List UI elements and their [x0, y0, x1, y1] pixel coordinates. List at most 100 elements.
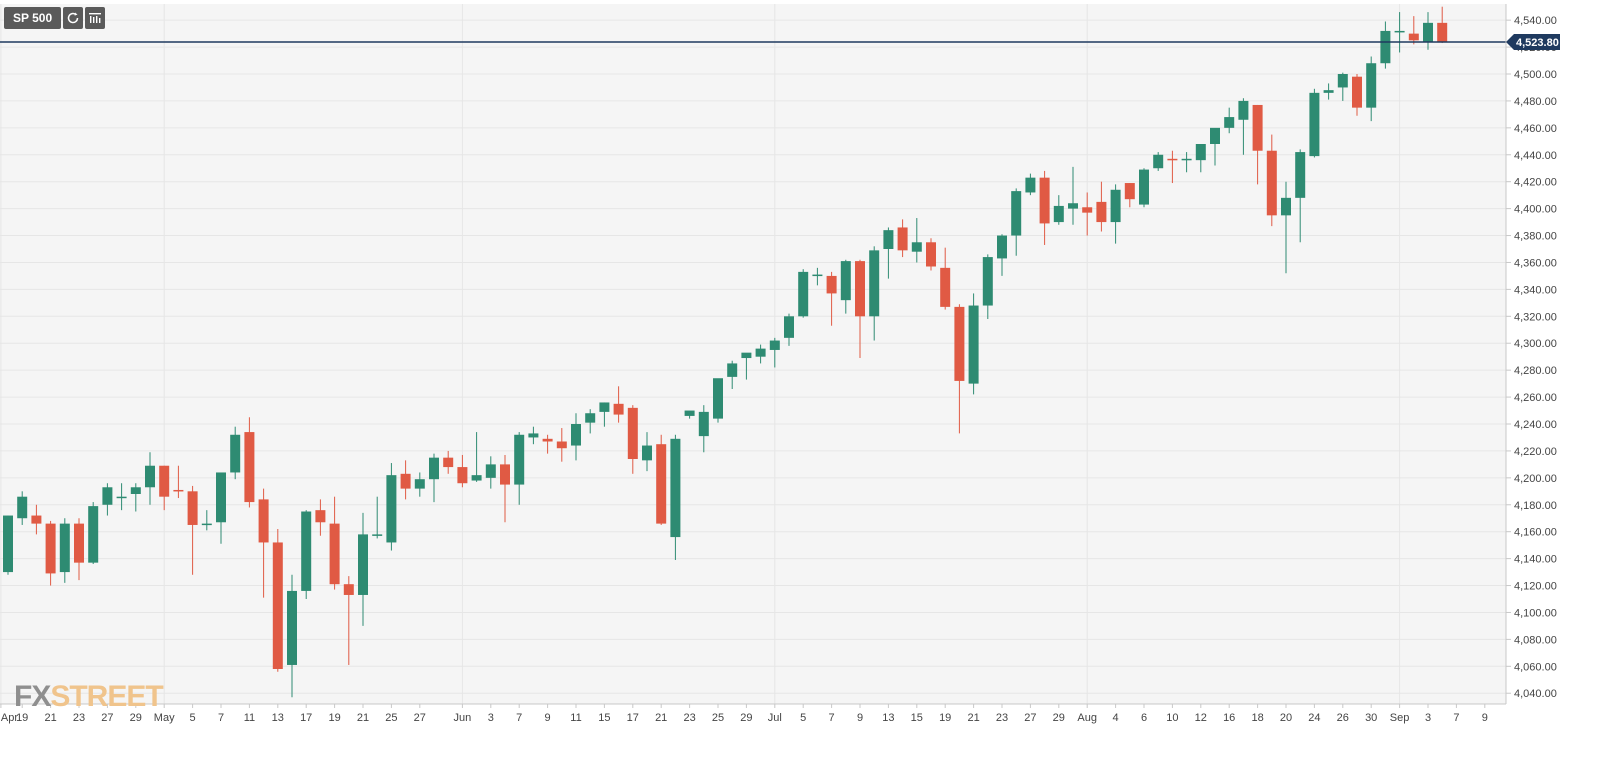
candle[interactable] — [1281, 181, 1291, 274]
refresh-button[interactable] — [63, 7, 84, 29]
candle[interactable] — [329, 496, 340, 590]
candle[interactable] — [1380, 21, 1391, 69]
candle[interactable] — [74, 518, 84, 581]
symbol-label[interactable]: SP 500 — [4, 7, 62, 29]
candle[interactable] — [272, 529, 283, 672]
candle[interactable] — [1252, 104, 1263, 185]
candle[interactable] — [1181, 152, 1192, 173]
candle[interactable] — [926, 238, 936, 271]
candle[interactable] — [1096, 181, 1107, 232]
chart-settings-button[interactable] — [85, 7, 106, 29]
candle[interactable] — [642, 432, 652, 472]
candle[interactable] — [1408, 16, 1419, 45]
candle[interactable] — [315, 499, 326, 536]
candle[interactable] — [17, 491, 28, 525]
candle[interactable] — [414, 472, 425, 497]
candle[interactable] — [883, 227, 894, 279]
plot-area[interactable] — [0, 4, 1506, 704]
candle[interactable] — [230, 426, 241, 480]
candle[interactable] — [102, 483, 113, 516]
candle[interactable] — [1323, 83, 1334, 100]
candle[interactable] — [1167, 150, 1178, 184]
candle[interactable] — [997, 234, 1007, 276]
candle[interactable] — [1423, 12, 1433, 50]
candle[interactable] — [613, 386, 624, 423]
candle[interactable] — [1025, 173, 1036, 196]
candle[interactable] — [500, 454, 510, 523]
candle[interactable] — [698, 405, 709, 453]
candle[interactable] — [585, 409, 596, 434]
candle[interactable] — [627, 405, 638, 474]
candle[interactable] — [826, 271, 837, 326]
candle[interactable] — [457, 454, 468, 488]
candle[interactable] — [599, 402, 610, 427]
candle[interactable] — [840, 259, 851, 314]
candle[interactable] — [528, 426, 539, 445]
candle[interactable] — [1366, 56, 1377, 122]
candle[interactable] — [244, 417, 255, 508]
candle[interactable] — [769, 337, 780, 368]
candle[interactable] — [968, 293, 979, 395]
candle[interactable] — [1295, 149, 1306, 243]
candle[interactable] — [287, 574, 297, 698]
candle[interactable] — [201, 510, 212, 531]
candle[interactable] — [343, 576, 354, 665]
candle[interactable] — [514, 432, 525, 505]
candle[interactable] — [670, 434, 681, 560]
candle[interactable] — [1437, 6, 1448, 44]
candle[interactable] — [1082, 192, 1093, 236]
candle[interactable] — [897, 219, 908, 258]
candle[interactable] — [1266, 134, 1277, 227]
candle[interactable] — [542, 434, 553, 454]
candle[interactable] — [1039, 170, 1050, 245]
candle[interactable] — [755, 344, 766, 364]
candle[interactable] — [471, 432, 482, 482]
candle[interactable] — [1352, 74, 1362, 116]
candle[interactable] — [145, 452, 155, 505]
candle[interactable] — [1011, 188, 1022, 256]
candle[interactable] — [159, 465, 170, 511]
candle[interactable] — [940, 247, 951, 310]
candle[interactable] — [713, 378, 723, 423]
candle[interactable] — [130, 483, 141, 512]
candle[interactable] — [358, 512, 368, 626]
candle[interactable] — [3, 515, 13, 575]
candle[interactable] — [1309, 88, 1320, 158]
candle[interactable] — [812, 267, 823, 286]
candle[interactable] — [855, 259, 865, 359]
candle[interactable] — [1139, 168, 1149, 208]
candle[interactable] — [386, 463, 397, 551]
candle[interactable] — [1210, 127, 1220, 166]
candle[interactable] — [911, 218, 922, 263]
candle[interactable] — [45, 520, 56, 586]
candle[interactable] — [1195, 144, 1206, 173]
candle[interactable] — [173, 465, 184, 499]
candle[interactable] — [31, 504, 42, 535]
candle[interactable] — [429, 453, 439, 503]
candle[interactable] — [59, 518, 70, 583]
candle[interactable] — [485, 456, 496, 489]
candle[interactable] — [656, 434, 667, 525]
candle[interactable] — [1068, 166, 1078, 225]
candle[interactable] — [727, 360, 738, 389]
candle[interactable] — [301, 510, 312, 599]
candle[interactable] — [1110, 184, 1121, 244]
candle[interactable] — [684, 410, 695, 419]
candle[interactable] — [1238, 98, 1249, 155]
candle[interactable] — [798, 269, 809, 318]
candle[interactable] — [1224, 107, 1235, 134]
candle[interactable] — [216, 472, 226, 544]
candle[interactable] — [741, 352, 752, 380]
candle[interactable] — [400, 460, 411, 500]
candle[interactable] — [571, 413, 581, 461]
candle[interactable] — [1053, 195, 1064, 225]
candle[interactable] — [784, 313, 794, 346]
candle[interactable] — [116, 483, 127, 511]
candle[interactable] — [1337, 72, 1348, 101]
candle[interactable] — [187, 485, 198, 575]
candle[interactable] — [1394, 12, 1405, 53]
candle[interactable] — [443, 450, 454, 474]
candle[interactable] — [982, 254, 993, 319]
candle[interactable] — [954, 304, 965, 434]
